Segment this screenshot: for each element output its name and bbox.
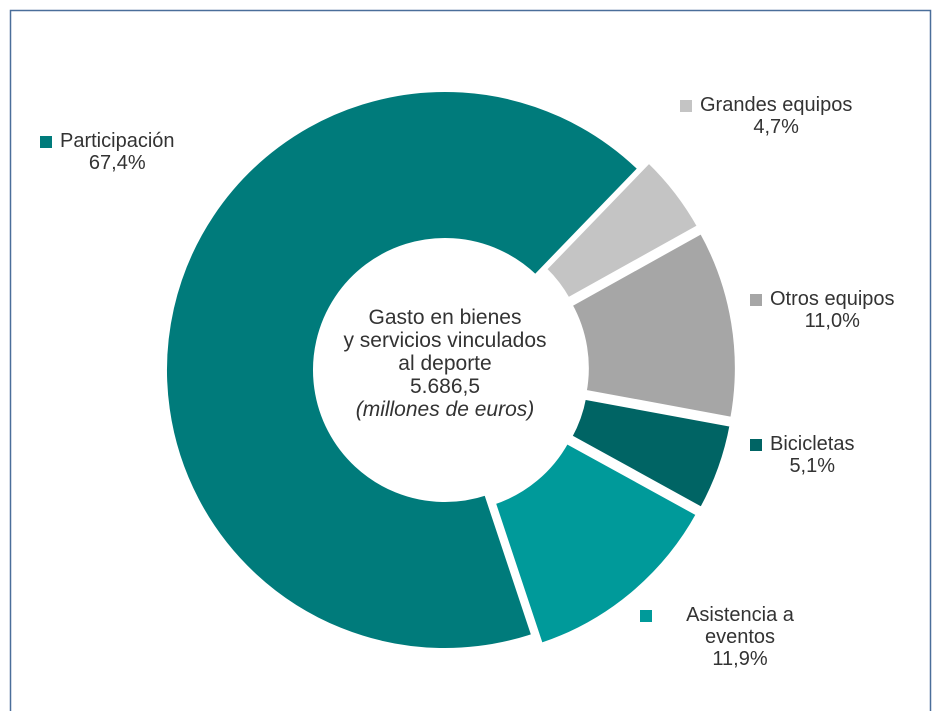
data-label: 67,4% [88, 152, 146, 174]
legend-item: Grandes equipos 4,7% [680, 94, 852, 138]
data-label: 5,1% [789, 455, 836, 477]
legend-swatch [40, 136, 52, 148]
center-line: y servicios vinculados [343, 329, 547, 352]
legend-swatch [750, 294, 762, 306]
center-text: Gasto en bienes y servicios vinculados al … [305, 306, 585, 421]
legend-label: Bicicletas [770, 433, 855, 455]
donut-slice [567, 229, 739, 422]
legend-item: Asistencia a eventos 11,9% [640, 604, 820, 670]
legend-item: Participación 67,4% [40, 130, 175, 174]
legend-text: Bicicletas 5,1% [770, 433, 854, 477]
data-label: 11,9% [712, 648, 768, 670]
donut-slice [567, 395, 734, 512]
donut-slice [163, 88, 643, 652]
legend-swatch [680, 100, 692, 112]
legend-text: Grandes equipos 4,7% [700, 94, 852, 138]
donut-slice [491, 439, 701, 648]
center-line: 5.686,5 [409, 375, 481, 398]
legend-label: Participación [60, 130, 175, 152]
donut-slice [541, 158, 702, 303]
legend-item: Otros equipos 11,0% [750, 288, 895, 332]
data-label: 4,7% [753, 116, 799, 138]
legend-swatch [750, 439, 762, 451]
legend-item: Bicicletas 5,1% [750, 433, 854, 477]
legend-text: Asistencia a eventos 11,9% [660, 604, 820, 670]
frame [9, 9, 932, 711]
data-label: 11,0% [804, 310, 860, 332]
center-line: al deporte [398, 352, 492, 375]
center-line: Gasto en bienes [368, 306, 522, 329]
center-note: (millones de euros) [355, 398, 535, 421]
legend-label: Grandes equipos [700, 94, 853, 116]
legend-text: Otros equipos 11,0% [770, 288, 895, 332]
legend-label: Asistencia a eventos [686, 604, 794, 648]
legend-label: Otros equipos [770, 288, 895, 310]
legend-swatch [640, 610, 652, 622]
legend-text: Participación 67,4% [60, 130, 175, 174]
